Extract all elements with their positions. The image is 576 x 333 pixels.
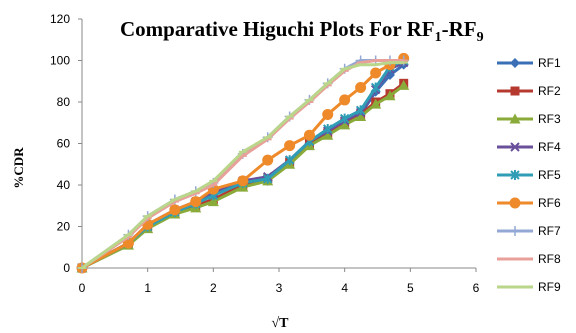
legend-marker — [510, 142, 520, 152]
data-point-rf5 — [262, 173, 273, 184]
legend-marker — [510, 86, 520, 96]
axis-ticks: 0 20 40 60 80 100 120 0 1 2 3 4 5 6 — [50, 12, 480, 295]
data-point-rf5 — [339, 113, 350, 124]
legend-label: RF1 — [538, 56, 561, 70]
legend-item-rf2: RF2 — [497, 84, 561, 98]
y-axis-label: %CDR — [11, 147, 26, 189]
data-point-rf5 — [284, 155, 295, 166]
legend-marker — [510, 226, 520, 236]
x-tick-label: 5 — [407, 281, 414, 295]
data-point-rf3 — [398, 79, 410, 90]
legend-marker — [509, 113, 521, 124]
series-line-rf3 — [81, 84, 405, 270]
y-tick-label: 20 — [57, 220, 71, 234]
y-tick-label: 60 — [57, 137, 71, 151]
legend: RF1 RF2 RF3 RF4 RF5 RF6 RF7 RF8 RF9 — [497, 56, 561, 294]
legend-item-rf5: RF5 — [497, 168, 561, 182]
x-tick-label: 6 — [473, 281, 480, 295]
legend-item-rf6: RF6 — [497, 196, 561, 210]
data-point-rf3 — [207, 196, 219, 207]
chart-title: Comparative Higuchi Plots For RF1-RF9 — [120, 17, 484, 45]
x-axis-label: √T — [271, 316, 289, 331]
x-tick-label: 2 — [210, 281, 217, 295]
y-tick-label: 120 — [50, 12, 70, 26]
series-rf9 — [78, 61, 408, 270]
legend-item-rf1: RF1 — [497, 56, 561, 70]
data-point-rf6 — [284, 140, 296, 152]
series-line-rf5 — [81, 59, 405, 270]
data-point-rf6 — [355, 81, 367, 93]
legend-label: RF4 — [538, 140, 561, 154]
series-line-rf6 — [81, 57, 405, 270]
data-point-rf6 — [262, 154, 274, 166]
data-point-rf6 — [190, 196, 202, 208]
x-tick-label: 4 — [341, 281, 348, 295]
y-tick-label: 100 — [50, 54, 70, 68]
data-point-rf6 — [237, 175, 249, 187]
data-point-rf6 — [322, 108, 334, 120]
legend-marker — [510, 170, 520, 180]
legend-item-rf4: RF4 — [497, 140, 561, 154]
data-point-rf3 — [339, 119, 351, 130]
legend-marker — [510, 58, 520, 68]
series-layer — [76, 52, 410, 274]
legend-marker — [509, 197, 521, 209]
data-point-rf5 — [370, 82, 381, 93]
data-point-rf3 — [370, 98, 382, 109]
data-point-rf3 — [384, 90, 396, 101]
data-point-rf5 — [355, 105, 366, 116]
legend-label: RF8 — [538, 252, 561, 266]
data-point-rf5 — [323, 123, 333, 134]
data-point-rf6 — [370, 67, 382, 79]
y-tick-label: 0 — [63, 261, 70, 275]
x-tick-label: 0 — [79, 281, 86, 295]
legend-item-rf8: RF8 — [497, 252, 561, 266]
legend-label: RF7 — [538, 224, 561, 238]
legend-item-rf3: RF3 — [497, 112, 561, 126]
data-point-rf6 — [169, 204, 181, 216]
series-rf6 — [76, 52, 410, 274]
legend-label: RF3 — [538, 112, 561, 126]
legend-item-rf9: RF9 — [497, 280, 561, 294]
data-point-rf3 — [355, 111, 367, 122]
x-tick-label: 3 — [276, 281, 283, 295]
y-tick-label: 80 — [57, 95, 71, 109]
data-point-rf6 — [303, 129, 315, 141]
data-point-rf3 — [322, 129, 334, 140]
legend-label: RF5 — [538, 168, 561, 182]
series-line-rf9 — [81, 61, 404, 270]
data-point-rf6 — [339, 94, 351, 106]
y-tick-label: 40 — [57, 178, 71, 192]
x-tick-label: 1 — [144, 281, 151, 295]
legend-item-rf7: RF7 — [497, 224, 561, 238]
legend-label: RF9 — [538, 280, 561, 294]
legend-label: RF6 — [538, 196, 561, 210]
legend-label: RF2 — [538, 84, 561, 98]
